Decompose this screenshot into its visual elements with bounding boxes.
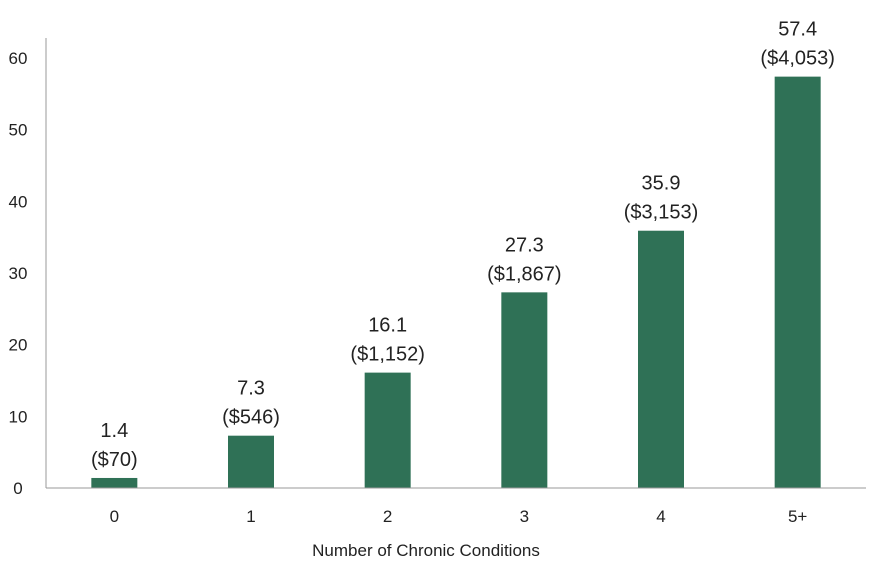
- bar-value-label: 35.9: [642, 173, 681, 195]
- x-axis: 0 1 2 3 4 5+: [46, 487, 866, 526]
- bar-0: [91, 477, 138, 488]
- bar-value-label: 1.4: [100, 420, 128, 442]
- bars: [91, 76, 821, 488]
- bar-2: [364, 372, 411, 488]
- y-tick-label: 40: [9, 192, 28, 211]
- bar-value-label: 16.1: [368, 315, 407, 337]
- bar-3: [501, 292, 548, 488]
- bar-1: [228, 435, 274, 488]
- y-tick-label: 10: [9, 407, 28, 426]
- y-tick-label: 60: [9, 49, 28, 68]
- y-tick-label: 30: [9, 264, 28, 283]
- y-axis: 0 10 20 30 40 50 60: [9, 38, 47, 498]
- bar-cost-label: ($4,053): [760, 48, 835, 70]
- bar-4: [638, 230, 684, 488]
- bar-cost-label: ($3,153): [624, 202, 699, 224]
- bar-value-label: 27.3: [505, 234, 544, 256]
- y-tick-label: 20: [9, 336, 28, 355]
- bar-value-label: 7.3: [237, 378, 265, 400]
- bar-5+: [774, 76, 821, 488]
- x-tick-label: 1: [246, 507, 255, 526]
- data-labels: 1.4 ($70) 7.3 ($546) 16.1 ($1,152) 27.3 ($1,867…: [91, 19, 835, 471]
- x-tick-label: 2: [383, 507, 392, 526]
- bar-cost-label: ($546): [222, 407, 280, 429]
- bar-cost-label: ($1,152): [350, 344, 425, 366]
- x-tick-label: 5+: [788, 507, 807, 526]
- bar-cost-label: ($70): [91, 449, 138, 471]
- x-tick-label: 0: [110, 507, 119, 526]
- x-axis-title: Number of Chronic Conditions: [312, 541, 540, 560]
- bar-value-label: 57.4: [778, 19, 817, 41]
- y-tick-label: 0: [13, 479, 22, 498]
- x-tick-label: 4: [656, 507, 665, 526]
- bar-cost-label: ($1,867): [487, 263, 562, 285]
- y-tick-label: 50: [9, 121, 28, 140]
- x-tick-label: 3: [520, 507, 529, 526]
